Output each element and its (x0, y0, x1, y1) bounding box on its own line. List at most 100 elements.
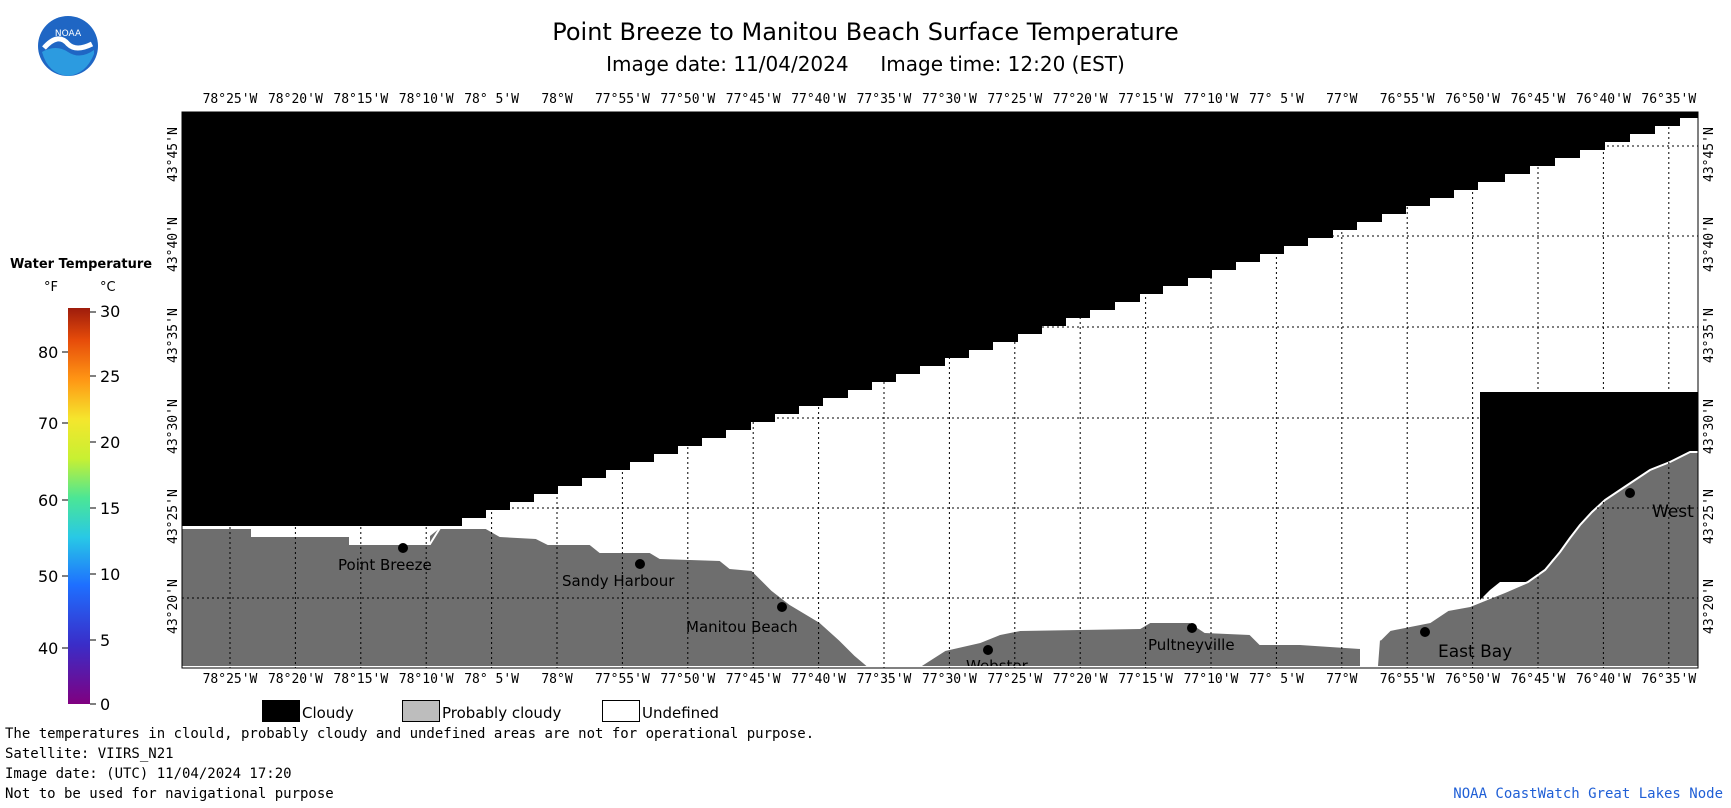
latitude-label: 43°45'N (166, 127, 181, 182)
latitude-label: 43°45'N (1702, 127, 1717, 182)
longitude-label: 78°20'W (267, 92, 323, 107)
legend-undefined-swatch (602, 700, 640, 722)
latitude-label: 43°40'N (166, 217, 181, 272)
f-tick-60: 60 (38, 491, 59, 510)
longitude-label: 77°10'W (1183, 92, 1239, 107)
longitude-label: 78° 5'W (464, 92, 519, 107)
longitude-label: 78°10'W (398, 92, 454, 107)
place-point-breeze: Point Breeze (338, 556, 432, 574)
longitude-label: 77°45'W (725, 672, 781, 687)
probably-cloudy-west (182, 528, 868, 666)
longitude-label: 78°20'W (267, 672, 323, 687)
legend-probably-cloudy-label: Probably cloudy (442, 704, 562, 722)
west-marker (1625, 488, 1635, 498)
noaa-logo: NOAA (36, 14, 100, 78)
legend-probably-cloudy-swatch (402, 700, 440, 722)
legend-cloudy-swatch (262, 700, 300, 722)
longitude-label: 77°10'W (1183, 672, 1239, 687)
webster-marker (983, 645, 993, 655)
c-tick-20: 20 (100, 433, 121, 452)
latitude-label: 43°20'N (166, 579, 181, 634)
longitude-label: 77°W (1326, 672, 1358, 687)
f-tick-70: 70 (38, 414, 59, 433)
longitude-label: 77°25'W (987, 92, 1043, 107)
colorbar-ticks (62, 311, 96, 705)
longitude-label: 77°15'W (1118, 672, 1173, 687)
map-title: Point Breeze to Manitou Beach Surface Te… (552, 18, 1179, 46)
noaa-logo-text: NOAA (55, 29, 82, 39)
longitude-label: 76°55'W (1379, 672, 1435, 687)
longitude-label: 76°40'W (1575, 92, 1631, 107)
longitude-label: 77°55'W (594, 92, 650, 107)
sandy-harbour-marker (635, 559, 645, 569)
credit-link[interactable]: NOAA CoastWatch Great Lakes Node (1453, 786, 1723, 802)
longitude-label: 77°20'W (1052, 672, 1108, 687)
shoreline-east (1379, 451, 1698, 641)
pultneyville-marker (1187, 623, 1197, 633)
latitude-label: 43°25'N (1702, 489, 1717, 544)
image-date-time: Image date: 11/04/2024 Image time: 12:20… (0, 52, 1731, 76)
longitude-label: 78°25'W (202, 92, 258, 107)
longitude-label: 76°35'W (1641, 92, 1697, 107)
longitude-label: 78°10'W (398, 672, 454, 687)
longitude-label: 78° 5'W (464, 672, 519, 687)
place-pultneyville: Pultneyville (1148, 636, 1235, 654)
probably-cloudy-east (1378, 452, 1698, 666)
f-tick-40: 40 (38, 639, 59, 658)
probably-cloudy-webster (920, 622, 1360, 666)
footer-disclaimer: The temperatures in clould, probably clo… (5, 726, 815, 742)
colorbar (68, 308, 90, 704)
image-time-label: Image time: 12:20 (EST) (880, 52, 1125, 76)
longitude-label: 77°15'W (1118, 92, 1173, 107)
longitude-label: 78°25'W (202, 672, 258, 687)
longitude-label: 77° 5'W (1248, 92, 1304, 107)
c-tick-15: 15 (100, 499, 121, 518)
longitude-label: 77°25'W (987, 672, 1043, 687)
c-tick-5: 5 (100, 631, 111, 650)
longitude-label: 76°45'W (1510, 672, 1566, 687)
longitude-label: 77°30'W (921, 92, 977, 107)
unit-fahrenheit: °F (44, 280, 58, 295)
longitude-label: 78°15'W (333, 672, 389, 687)
latitude-label: 43°35'N (166, 308, 181, 363)
latitude-label: 43°25'N (166, 489, 181, 544)
place-sandy-harbour: Sandy Harbour (562, 572, 675, 590)
place-webster: Webster (966, 658, 1028, 666)
c-tick-25: 25 (100, 367, 121, 386)
longitude-label: 76°40'W (1575, 672, 1631, 687)
longitude-label: 78°W (541, 672, 573, 687)
place-manitou-beach: Manitou Beach (686, 618, 798, 636)
longitude-label: 76°35'W (1641, 672, 1697, 687)
latitude-label: 43°35'N (1702, 308, 1717, 363)
f-tick-80: 80 (38, 343, 59, 362)
longitude-label: 77°20'W (1052, 92, 1108, 107)
longitude-label: 77° 5'W (1248, 672, 1304, 687)
longitude-label: 77°W (1326, 92, 1358, 107)
cloudy-area (182, 112, 1698, 526)
longitude-label: 76°45'W (1510, 92, 1566, 107)
colorbar-title: Water Temperature (10, 257, 153, 272)
map-frame (181, 111, 1699, 669)
cloudy-area-east (1480, 392, 1698, 606)
c-tick-10: 10 (100, 565, 121, 584)
latitude-label: 43°20'N (1702, 579, 1717, 634)
c-tick-30: 30 (100, 302, 121, 321)
shoreline (182, 527, 869, 667)
longitude-label: 78°W (541, 92, 573, 107)
f-tick-50: 50 (38, 567, 59, 586)
longitude-label: 78°15'W (333, 92, 389, 107)
longitude-label: 77°40'W (791, 92, 846, 107)
legend-undefined-label: Undefined (642, 704, 719, 722)
latitude-label: 43°30'N (1702, 399, 1717, 454)
longitude-label: 77°35'W (856, 92, 912, 107)
longitude-label: 77°55'W (594, 672, 650, 687)
place-east-bay: East Bay (1438, 642, 1513, 662)
longitude-label: 77°45'W (725, 92, 781, 107)
longitude-label: 76°50'W (1445, 92, 1500, 107)
east-bay-marker (1420, 627, 1430, 637)
longitude-label: 77°50'W (660, 672, 716, 687)
longitude-label: 76°50'W (1445, 672, 1500, 687)
unit-celsius: °C (100, 280, 116, 295)
point-breeze-marker (398, 543, 408, 553)
legend-cloudy-label: Cloudy (302, 704, 354, 722)
